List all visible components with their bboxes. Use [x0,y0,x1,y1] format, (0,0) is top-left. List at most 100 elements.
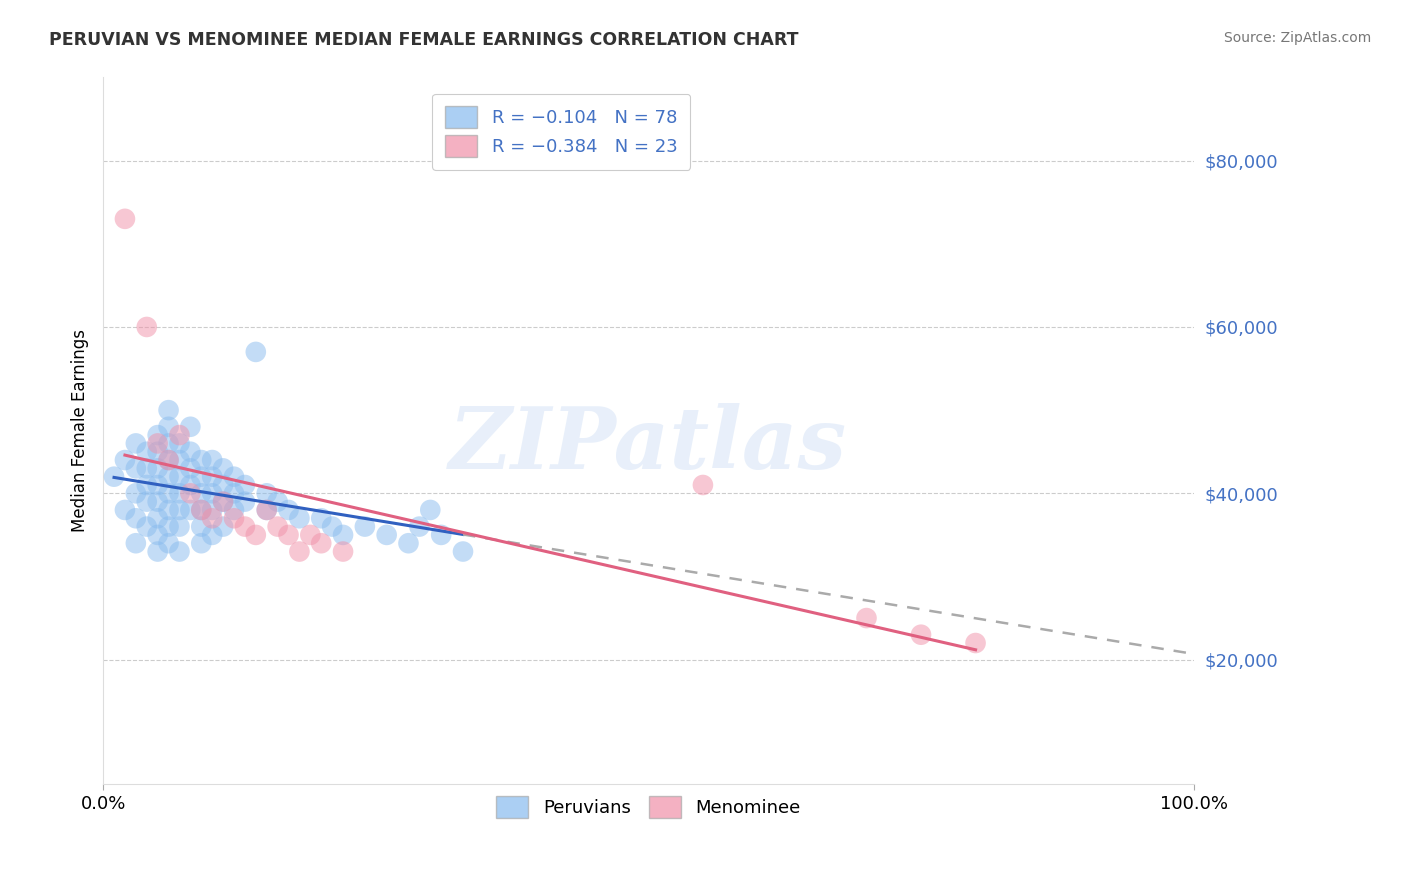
Point [266,494,288,508]
Point [233,519,256,533]
Point [201,469,224,483]
Point [157,453,180,467]
Point [288,511,311,525]
Point [910,628,932,642]
Point [103,469,125,483]
Point [146,428,169,442]
Point [190,503,212,517]
Point [332,528,354,542]
Point [157,519,180,533]
Point [256,486,278,500]
Point [212,494,235,508]
Point [321,519,343,533]
Point [222,486,245,500]
Point [190,519,212,533]
Point [212,478,235,492]
Y-axis label: Median Female Earnings: Median Female Earnings [72,329,89,533]
Point [169,503,191,517]
Point [114,503,136,517]
Point [256,503,278,517]
Point [146,494,169,508]
Point [169,436,191,450]
Point [375,528,398,542]
Point [692,478,714,492]
Point [179,486,201,500]
Point [430,528,453,542]
Point [190,536,212,550]
Point [169,544,191,558]
Point [201,486,224,500]
Text: Source: ZipAtlas.com: Source: ZipAtlas.com [1223,31,1371,45]
Point [408,519,430,533]
Point [169,469,191,483]
Point [135,519,157,533]
Point [125,536,148,550]
Point [157,419,180,434]
Point [855,611,877,625]
Point [288,544,311,558]
Point [146,444,169,458]
Point [201,503,224,517]
Text: ZIPatlas: ZIPatlas [450,403,848,487]
Point [233,478,256,492]
Point [125,486,148,500]
Point [222,511,245,525]
Point [212,494,235,508]
Point [201,511,224,525]
Point [245,345,267,359]
Point [157,486,180,500]
Point [212,519,235,533]
Point [169,453,191,467]
Point [135,320,157,334]
Point [169,486,191,500]
Point [157,453,180,467]
Point [135,478,157,492]
Point [146,436,169,450]
Point [179,503,201,517]
Point [451,544,474,558]
Point [309,536,332,550]
Point [222,469,245,483]
Point [353,519,375,533]
Point [157,469,180,483]
Point [190,486,212,500]
Point [398,536,420,550]
Point [157,403,180,417]
Point [190,503,212,517]
Point [179,461,201,475]
Point [332,544,354,558]
Point [114,453,136,467]
Legend: Peruvians, Menominee: Peruvians, Menominee [489,789,808,825]
Point [135,494,157,508]
Point [125,511,148,525]
Point [157,436,180,450]
Point [299,528,322,542]
Point [125,461,148,475]
Point [190,453,212,467]
Point [114,211,136,226]
Point [277,528,299,542]
Point [212,461,235,475]
Point [222,503,245,517]
Point [146,544,169,558]
Point [157,503,180,517]
Point [146,461,169,475]
Point [256,503,278,517]
Point [146,528,169,542]
Point [169,428,191,442]
Point [179,478,201,492]
Point [179,444,201,458]
Point [277,503,299,517]
Point [190,469,212,483]
Point [135,461,157,475]
Point [125,436,148,450]
Point [179,419,201,434]
Point [201,528,224,542]
Point [157,536,180,550]
Point [309,511,332,525]
Point [245,528,267,542]
Point [135,444,157,458]
Point [233,494,256,508]
Point [146,478,169,492]
Text: PERUVIAN VS MENOMINEE MEDIAN FEMALE EARNINGS CORRELATION CHART: PERUVIAN VS MENOMINEE MEDIAN FEMALE EARN… [49,31,799,49]
